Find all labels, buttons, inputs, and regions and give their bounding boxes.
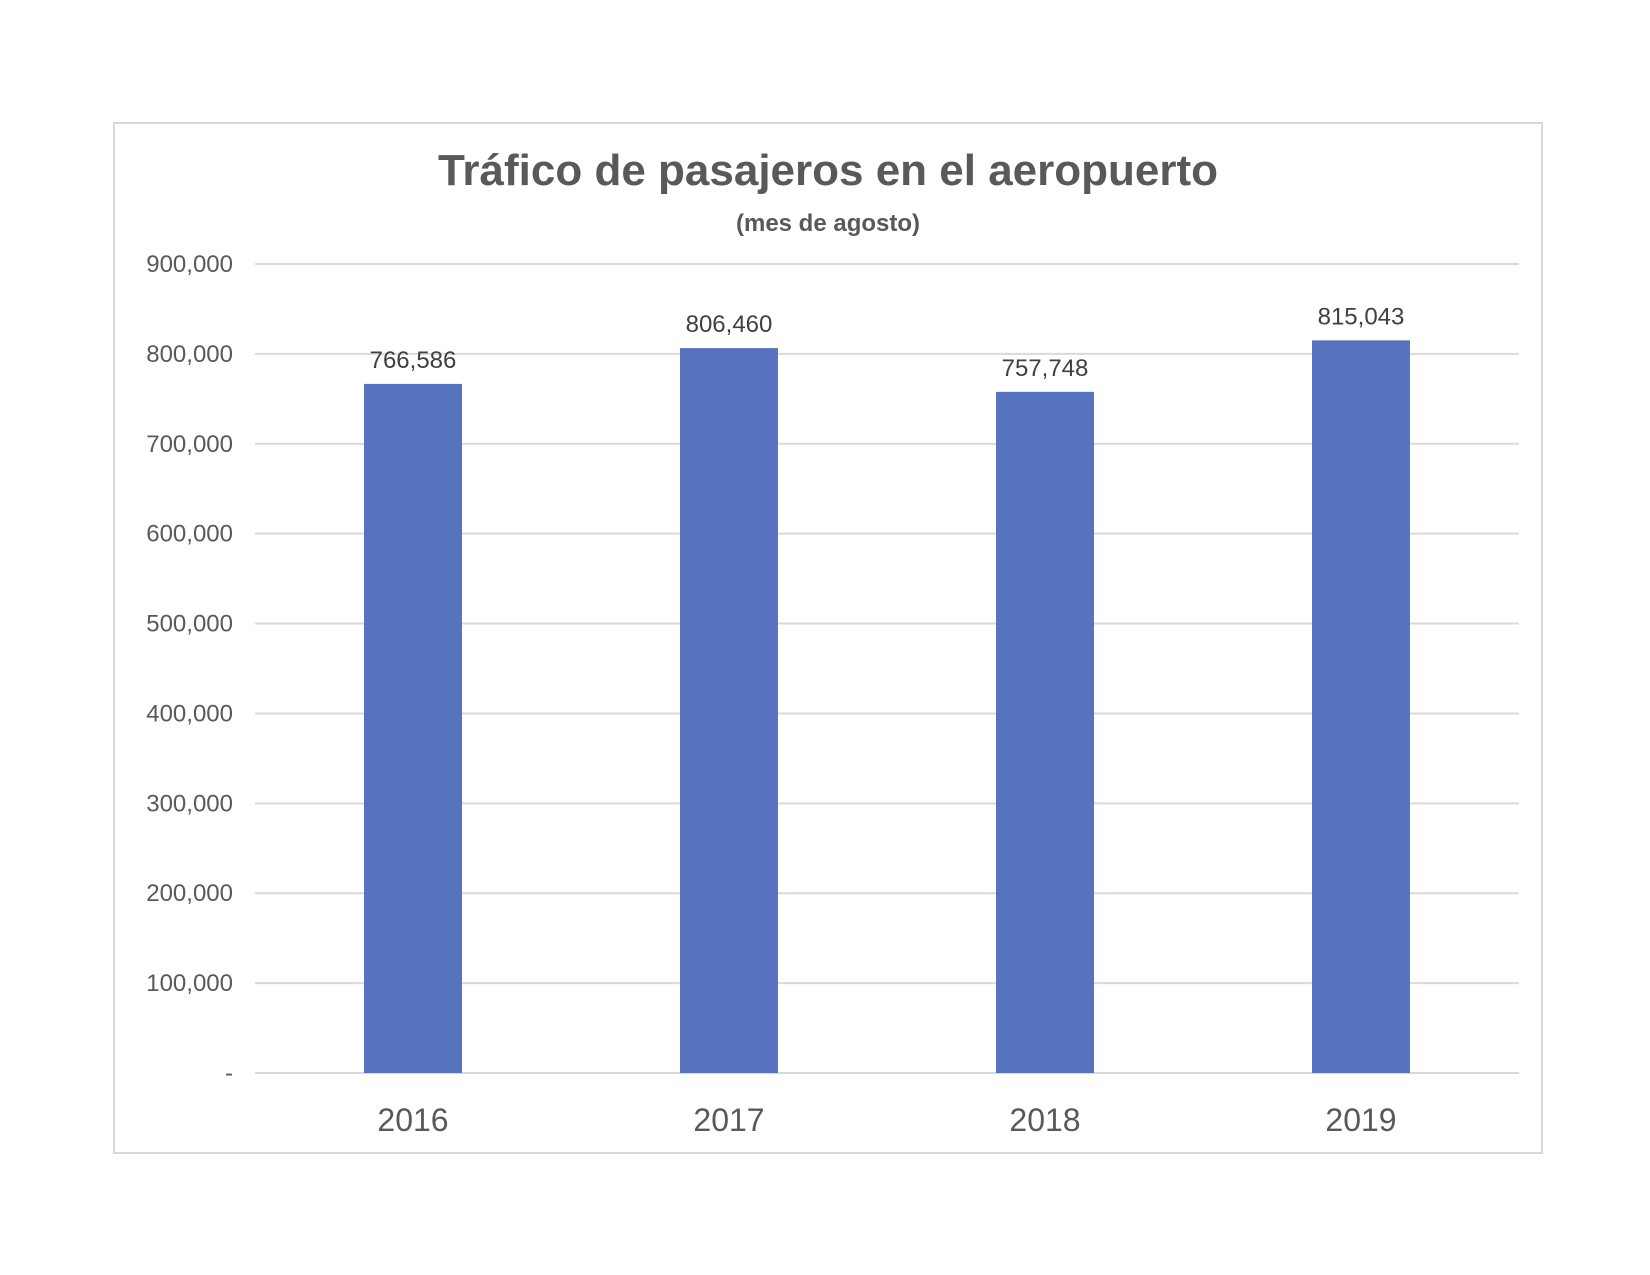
y-tick-label: 200,000 [146, 880, 233, 907]
x-tick-label: 2016 [377, 1102, 448, 1138]
bar [1312, 340, 1410, 1073]
gridlines [255, 263, 1519, 1074]
data-label: 766,586 [370, 347, 457, 374]
y-tick-label: - [225, 1060, 233, 1087]
y-axis-ticks: - 100,000 200,000 300,000 400,000 500,000 600,… [146, 251, 233, 1087]
data-labels: 766,586 806,460 757,748 815,043 [370, 303, 1405, 382]
y-tick-label: 100,000 [146, 970, 233, 997]
data-label: 757,748 [1002, 355, 1089, 382]
x-tick-label: 2017 [693, 1102, 764, 1138]
y-tick-label: 700,000 [146, 431, 233, 458]
y-tick-label: 400,000 [146, 700, 233, 727]
chart-frame: Tráfico de pasajeros en el aeropuerto (m… [113, 122, 1543, 1154]
bars [364, 340, 1410, 1074]
bar [680, 348, 778, 1074]
chart-title: Tráfico de pasajeros en el aeropuerto [437, 146, 1219, 195]
y-tick-label: 500,000 [146, 611, 233, 638]
y-tick-label: 300,000 [146, 790, 233, 817]
x-tick-label: 2019 [1325, 1102, 1396, 1138]
x-tick-label: 2018 [1009, 1102, 1080, 1138]
bar-chart-plot: - 100,000 200,000 300,000 400,000 500,000 600,… [146, 251, 1519, 1138]
data-label: 806,460 [686, 311, 773, 338]
bar [364, 383, 462, 1073]
bar [996, 391, 1094, 1073]
x-axis-ticks: 2016 2017 2018 2019 [377, 1102, 1396, 1138]
data-label: 815,043 [1318, 303, 1405, 330]
chart-subtitle: (mes de agosto) [735, 210, 921, 237]
y-tick-label: 600,000 [146, 521, 233, 548]
y-tick-label: 900,000 [146, 251, 233, 278]
y-tick-label: 800,000 [146, 341, 233, 368]
